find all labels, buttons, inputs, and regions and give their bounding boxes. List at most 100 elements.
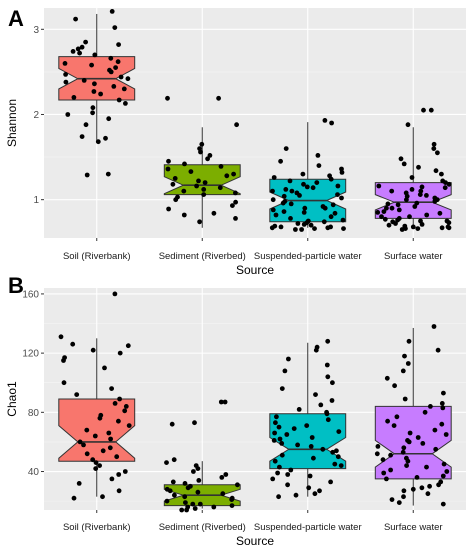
data-point (205, 156, 211, 162)
data-point (325, 374, 331, 380)
data-point (384, 205, 389, 211)
data-point (435, 150, 440, 156)
data-point (414, 475, 420, 480)
data-point (301, 222, 307, 227)
data-point (424, 464, 429, 470)
data-point (223, 472, 229, 477)
data-point (381, 209, 387, 215)
data-point (321, 219, 327, 225)
data-point (318, 402, 324, 408)
data-point (384, 375, 390, 381)
data-point (230, 203, 235, 209)
data-point (184, 507, 190, 513)
data-point (196, 178, 201, 184)
data-point (71, 495, 77, 501)
data-point (97, 463, 102, 468)
data-point (93, 460, 99, 465)
data-point (409, 187, 415, 192)
data-point (306, 485, 312, 491)
data-point (91, 89, 97, 94)
data-point (441, 390, 446, 396)
data-point (279, 441, 285, 446)
data-point (338, 463, 344, 468)
data-point (329, 120, 334, 126)
data-point (418, 218, 423, 224)
data-point (293, 492, 299, 498)
data-point (164, 460, 169, 465)
data-point (402, 396, 408, 402)
data-point (229, 497, 235, 502)
data-point (443, 180, 448, 186)
data-point (422, 409, 428, 415)
data-point (106, 430, 112, 436)
x-tick-label: Soil (Riverbank) (63, 522, 131, 533)
panel-letter: A (8, 6, 24, 31)
data-point (336, 429, 342, 434)
data-point (308, 222, 314, 228)
data-point (70, 341, 76, 347)
data-point (391, 423, 397, 428)
data-point (84, 172, 90, 178)
data-point (272, 458, 278, 464)
data-point (433, 446, 439, 452)
data-point (220, 491, 226, 497)
data-point (291, 426, 297, 431)
data-point (409, 175, 415, 180)
box-3 (374, 127, 452, 228)
data-point (375, 210, 381, 215)
data-point (389, 497, 395, 502)
data-point (112, 291, 118, 297)
data-point (398, 156, 404, 162)
data-point (172, 176, 178, 181)
data-point (126, 423, 132, 428)
data-point (388, 467, 393, 473)
data-point (325, 225, 331, 231)
data-point (310, 185, 316, 191)
data-point (201, 192, 207, 198)
data-point (280, 200, 286, 206)
data-point (270, 476, 276, 482)
data-point (109, 386, 114, 391)
data-point (79, 134, 85, 140)
data-point (79, 44, 85, 50)
data-point (415, 226, 421, 232)
data-point (330, 449, 336, 455)
data-point (402, 353, 407, 359)
data-point (107, 445, 113, 451)
data-point (233, 190, 238, 196)
data-point (234, 122, 240, 128)
data-point (418, 188, 424, 194)
data-point (270, 197, 276, 203)
data-point (442, 185, 448, 191)
x-tick-label: Surface water (384, 251, 443, 262)
data-point (195, 489, 201, 495)
data-point (196, 478, 202, 483)
data-point (434, 197, 440, 203)
data-point (197, 501, 203, 507)
data-point (433, 168, 439, 174)
data-point (299, 227, 304, 232)
data-point (332, 461, 338, 467)
y-axis-title: Shannon (5, 99, 19, 147)
data-point (296, 407, 302, 412)
data-point (328, 214, 334, 220)
data-point (320, 446, 326, 452)
data-point (116, 472, 122, 477)
data-point (90, 347, 96, 353)
data-point (84, 427, 90, 433)
data-point (401, 161, 407, 167)
data-point (112, 25, 118, 30)
y-axis-title: Chao1 (5, 381, 19, 417)
data-point (286, 356, 291, 362)
data-point (431, 141, 437, 147)
data-point (122, 408, 128, 414)
data-point (188, 169, 194, 175)
data-point (125, 76, 131, 82)
data-point (375, 444, 381, 449)
data-point (322, 205, 328, 211)
data-point (283, 146, 289, 152)
data-point (432, 427, 438, 433)
data-point (316, 163, 322, 169)
data-point (401, 494, 406, 500)
